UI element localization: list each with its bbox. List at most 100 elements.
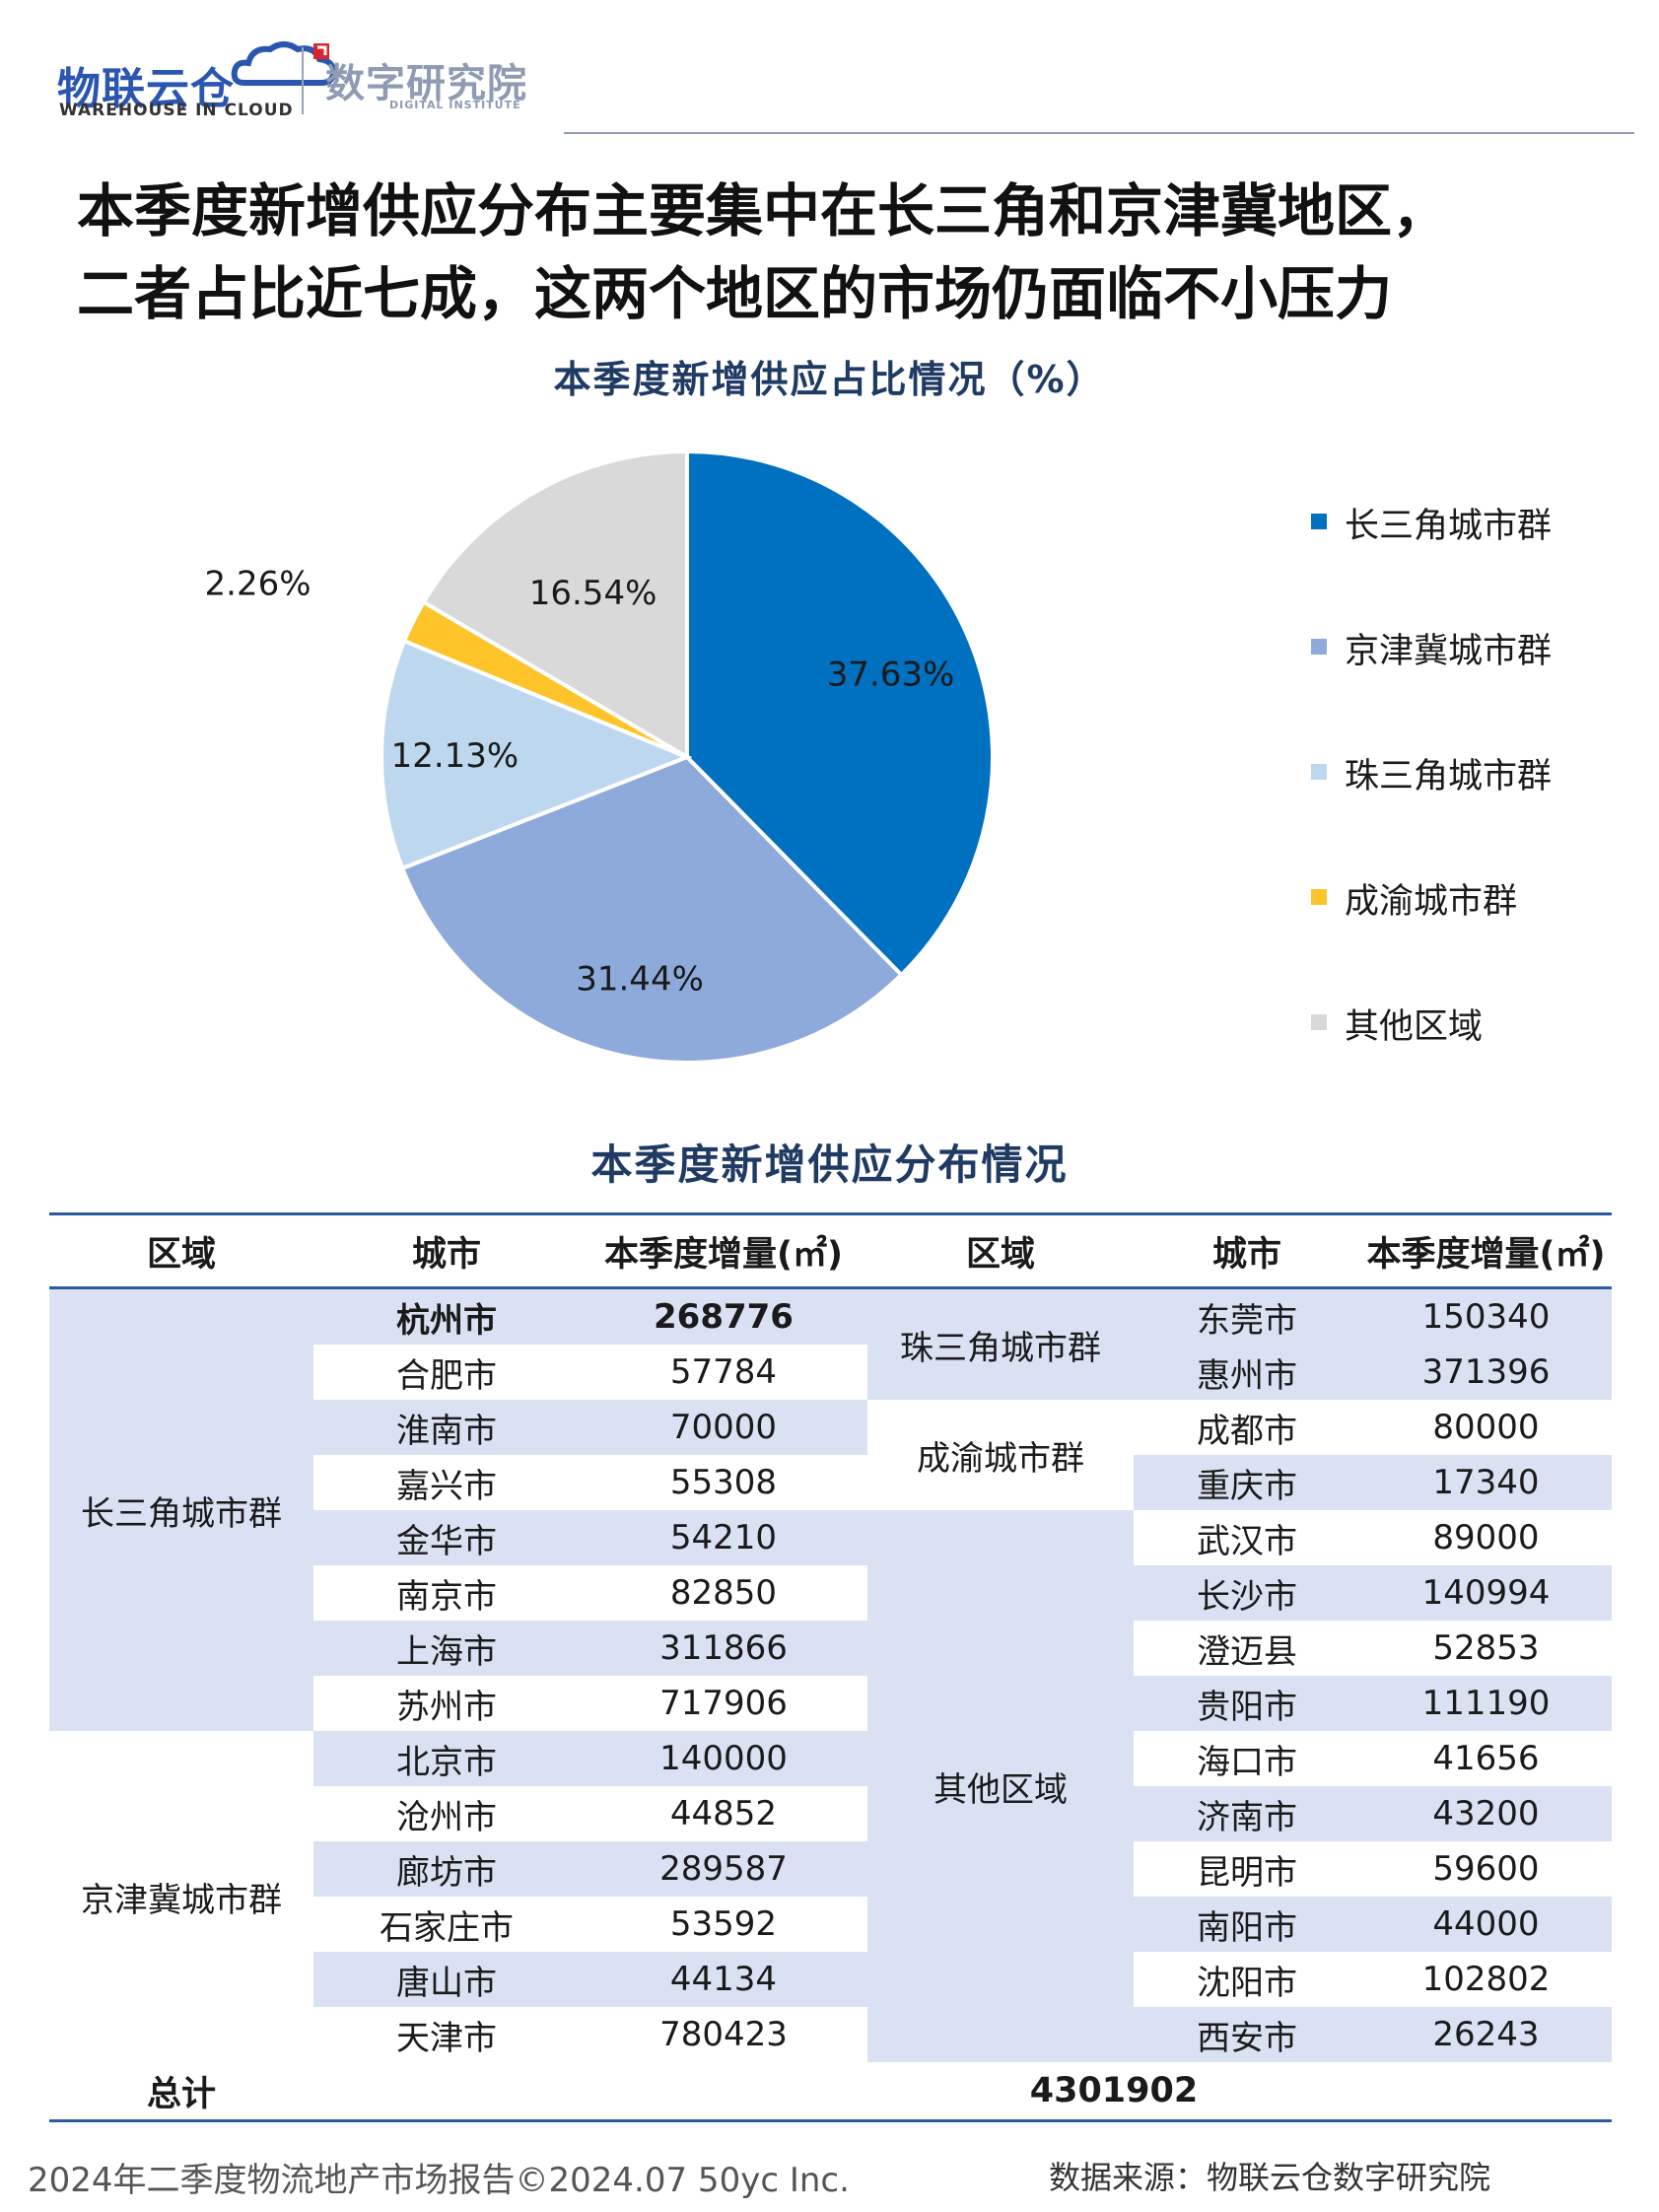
city-cell: 金华市 [313,1510,580,1565]
value-cell: 59600 [1360,1841,1612,1897]
value-cell: 55308 [580,1455,867,1510]
pie-data-label: 16.54% [529,574,657,613]
region-cell: 其他区域 [867,1510,1134,2062]
header-rule [564,132,1634,134]
legend-swatch [1311,514,1327,529]
value-cell: 44852 [580,1786,867,1841]
city-cell: 澄迈县 [1134,1621,1360,1676]
table-row: 合肥市 57784 惠州市 371396 [49,1345,1612,1400]
table-title: 本季度新增供应分布情况 [590,1141,1069,1189]
pie-slice [421,449,689,761]
value-cell: 780423 [580,2007,867,2062]
table-row: 淮南市 70000 成渝城市群 成都市 80000 [49,1400,1612,1510]
region-cell: 长三角城市群 [49,1287,313,1731]
table-row: 金华市 54210 其他区域 武汉市 89000 [49,1510,1612,2062]
city-cell: 杭州市 [313,1287,580,1345]
city-cell: 贵阳市 [1134,1676,1360,1731]
logo-subtext: WAREHOUSE IN CLOUD [59,101,294,120]
value-cell: 26243 [1360,2007,1612,2062]
city-cell: 南京市 [313,1565,580,1621]
value-cell: 44134 [580,1952,867,2007]
table-row: 石家庄市 53592 南阳市 44000 [49,1897,1612,1952]
value-cell: 140994 [1360,1565,1612,1621]
city-cell: 苏州市 [313,1676,580,1731]
city-cell: 北京市 [313,1731,580,1786]
cloud-logo-icon [231,41,337,86]
city-cell: 合肥市 [313,1345,580,1400]
legend-swatch [1311,639,1327,655]
city-cell: 上海市 [313,1621,580,1676]
pie-data-label: 31.44% [576,959,704,999]
value-cell: 44000 [1360,1897,1612,1952]
pie-chart: 37.63% 31.44% 12.13% 2.26% 16.54% [205,449,995,1065]
legend-label: 成渝城市群 [1345,882,1518,922]
city-cell: 西安市 [1134,2007,1360,2062]
city-cell: 长沙市 [1134,1565,1360,1621]
header-city: 城市 [313,1212,580,1289]
city-cell: 淮南市 [313,1400,580,1455]
chart-title: 本季度新增供应占比情况（%） [553,358,1106,401]
city-cell: 天津市 [313,2007,580,2062]
value-cell: 89000 [1360,1510,1612,1565]
value-cell: 717906 [580,1676,867,1731]
table-row: 天津市 780423 西安市 26243 [49,2007,1612,2062]
logo-divider [302,47,304,114]
value-cell: 289587 [580,1841,867,1897]
city-cell: 沈阳市 [1134,1952,1360,2007]
region-cell: 京津冀城市群 [49,1731,313,2062]
value-cell: 52853 [1360,1621,1612,1676]
table-row: 长三角城市群 杭州市 268776 珠三角城市群 东莞市 150340 [49,1287,1612,1731]
city-cell: 武汉市 [1134,1510,1360,1565]
table-row: 嘉兴市 55308 重庆市 17340 [49,1455,1612,1510]
pie-slice [399,754,905,1065]
value-cell: 70000 [580,1400,867,1455]
value-cell: 53592 [580,1897,867,1952]
legend-label: 京津冀城市群 [1345,632,1553,671]
legend-swatch [1311,764,1327,780]
city-cell: 重庆市 [1134,1455,1360,1510]
pie-slice [380,638,693,871]
total-label: 总计 [49,2062,313,2122]
value-cell: 82850 [580,1565,867,1621]
header-city: 城市 [1134,1212,1360,1289]
table-header-row: 区域 城市 本季度增量(㎡) 区域 城市 本季度增量(㎡) [49,1212,1612,1289]
region-cell: 成渝城市群 [867,1400,1134,1510]
value-cell: 150340 [1360,1287,1612,1345]
value-cell: 80000 [1360,1400,1612,1455]
brand-logo: 物联云仓 WAREHOUSE IN CLOUD [57,39,337,124]
value-cell: 371396 [1360,1345,1612,1400]
city-cell: 嘉兴市 [313,1455,580,1510]
total-value: 4301902 [867,2062,1360,2122]
value-cell: 311866 [580,1621,867,1676]
city-cell: 南阳市 [1134,1897,1360,1952]
pie-data-label: 2.26% [205,565,311,604]
table-row: 唐山市 44134 沈阳市 102802 [49,1952,1612,2007]
header-region: 区域 [867,1212,1134,1289]
header-region: 区域 [49,1212,313,1289]
page-headline: 本季度新增供应分布主要集中在长三角和京津冀地区， 二者占比近七成，这两个地区的市… [77,170,1615,335]
city-cell: 惠州市 [1134,1345,1360,1400]
total-row: 总计 4301902 [49,2062,1612,2122]
footer-source: 数据来源：物联云仓数字研究院 [1049,2159,1491,2196]
region-cell: 珠三角城市群 [867,1287,1134,1400]
value-cell: 54210 [580,1510,867,1565]
city-cell: 昆明市 [1134,1841,1360,1897]
value-cell: 43200 [1360,1786,1612,1841]
table-row: 上海市 311866 澄迈县 52853 [49,1621,1612,1676]
city-cell: 海口市 [1134,1731,1360,1786]
value-cell: 268776 [580,1287,867,1345]
table-row: 京津冀城市群 北京市 140000 海口市 41656 [49,1731,1612,2062]
city-cell: 沧州市 [313,1786,580,1841]
header-increment: 本季度增量(㎡) [580,1212,867,1289]
pie-data-label: 37.63% [827,655,955,694]
header-increment: 本季度增量(㎡) [1360,1212,1612,1289]
value-cell: 102802 [1360,1952,1612,2007]
legend-label: 珠三角城市群 [1345,757,1553,796]
table-row: 廊坊市 289587 昆明市 59600 [49,1841,1612,1897]
legend-label: 其他区域 [1345,1007,1484,1047]
headline-line-2: 二者占比近七成，这两个地区的市场仍面临不小压力 [77,260,1393,327]
table-row: 南京市 82850 长沙市 140994 [49,1565,1612,1621]
total-spacer [580,2062,867,2122]
page-header: 物联云仓 WAREHOUSE IN CLOUD 数字研究院 DIGITAL IN… [0,0,1659,134]
value-cell: 111190 [1360,1676,1612,1731]
